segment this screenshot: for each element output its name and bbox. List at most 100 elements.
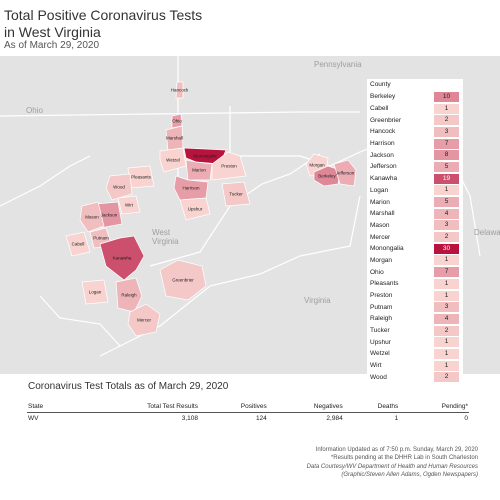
legend-county-value: 1	[434, 348, 459, 359]
legend-county-value: 4	[434, 208, 459, 219]
county-wood[interactable]	[105, 173, 133, 201]
cell-pending: 0	[464, 415, 468, 422]
legend-row[interactable]: Greenbrier 2	[367, 114, 463, 126]
label-west: West	[152, 228, 171, 237]
legend-county-value: 1	[434, 185, 459, 196]
footer-notes: Information Updated as of 7:50 p.m. Sund…	[307, 446, 478, 479]
legend-row[interactable]: Tucker 2	[367, 325, 463, 337]
county-logan[interactable]	[81, 279, 109, 305]
county-berkeley[interactable]	[313, 165, 341, 187]
legend-row[interactable]: Marion 5	[367, 196, 463, 208]
county-hancock[interactable]	[175, 81, 184, 99]
legend-county-name: Putnam	[370, 303, 393, 311]
legend-row[interactable]: Hancock 3	[367, 126, 463, 138]
county-legend: County Berkeley 10 Cabell 1 Greenbrier 2 Hanco…	[367, 79, 463, 384]
legend-county-value: 1	[434, 103, 459, 114]
header-positives: Positives	[198, 401, 268, 413]
county-label: Jefferson	[336, 171, 355, 176]
county-label: Putnam	[93, 236, 109, 241]
legend-county-value: 4	[434, 313, 459, 324]
legend-county-name: Tucker	[370, 327, 390, 335]
label-pennsylvania: Pennsylvania	[314, 60, 362, 69]
legend-row[interactable]: Putnam 3	[367, 301, 463, 313]
totals-header-row: State Total Test Results Positives Negat…	[27, 401, 469, 413]
legend-county-name: Jefferson	[370, 163, 397, 171]
county-label: Wirt	[125, 203, 134, 208]
legend-row[interactable]: Kanawha 19	[367, 173, 463, 185]
county-label: Jackson	[101, 213, 118, 218]
legend-row[interactable]: Harrison 7	[367, 138, 463, 150]
totals-title: Coronavirus Test Totals as of March 29, …	[28, 381, 229, 392]
legend-header: County	[370, 81, 391, 88]
legend-county-value: 8	[434, 150, 459, 161]
county-label: Marion	[192, 168, 206, 173]
legend-county-name: Raleigh	[370, 315, 393, 323]
legend-row[interactable]: Preston 1	[367, 290, 463, 302]
county-wetzel[interactable]	[159, 147, 187, 173]
county-cabell[interactable]	[65, 231, 91, 257]
table-row: WV 3,108 124 2,984 1 0	[27, 413, 469, 425]
map-svg: Hancock Ohio Marshall Wetzel Monongalia Mario…	[0, 56, 481, 357]
legend-row[interactable]: Upshur 1	[367, 336, 463, 348]
legend-row[interactable]: Wood 2	[367, 372, 463, 384]
legend-county-name: Kanawha	[370, 175, 398, 183]
cell-total-tests: 3,108	[181, 415, 198, 422]
county-mercer[interactable]	[127, 303, 161, 337]
county-upshur[interactable]	[179, 197, 211, 221]
legend-county-value: 7	[434, 267, 459, 278]
county-jefferson[interactable]	[333, 159, 357, 187]
county-tucker[interactable]	[221, 181, 251, 207]
legend-row[interactable]: Ohio 7	[367, 266, 463, 278]
footer-pending-note: *Results pending at the DHHR Lab in Sout…	[330, 455, 478, 462]
pa-md-border	[229, 106, 300, 157]
header-deaths: Deaths	[343, 401, 400, 413]
legend-row[interactable]: Morgan 1	[367, 255, 463, 267]
legend-county-name: Ohio	[370, 268, 384, 276]
legend-row[interactable]: Mason 3	[367, 220, 463, 232]
legend-row[interactable]: Monongalia 30	[367, 243, 463, 255]
county-label: Harrison	[182, 186, 200, 191]
county-label: Wetzel	[166, 158, 180, 163]
header-pending: Pending*	[399, 401, 469, 413]
header-negatives: Negatives	[267, 401, 344, 413]
legend-row[interactable]: Berkeley 10	[367, 91, 463, 103]
legend-row[interactable]: Pleasants 1	[367, 278, 463, 290]
county-label: Mercer	[137, 318, 152, 323]
legend-row[interactable]: Marshall 4	[367, 208, 463, 220]
legend-row[interactable]: Wirt 1	[367, 360, 463, 372]
legend-row[interactable]: Raleigh 4	[367, 313, 463, 325]
legend-county-name: Preston	[370, 292, 393, 300]
legend-county-name: Marion	[370, 198, 390, 206]
legend-row[interactable]: Jefferson 5	[367, 161, 463, 173]
county-monongalia[interactable]	[183, 147, 227, 165]
county-greenbrier[interactable]	[159, 259, 207, 301]
totals-table: State Total Test Results Positives Negat…	[27, 401, 469, 424]
legend-row[interactable]: Wetzel 1	[367, 348, 463, 360]
legend-row[interactable]: Cabell 1	[367, 103, 463, 115]
legend-county-name: Cabell	[370, 105, 389, 113]
county-kanawha[interactable]	[99, 235, 145, 281]
legend-county-value: 1	[434, 360, 459, 371]
legend-county-name: Pleasants	[370, 280, 399, 288]
county-wirt[interactable]	[117, 195, 141, 215]
footer-updated: Information Updated as of 7:50 p.m. Sund…	[315, 447, 478, 453]
county-label: Logan	[89, 290, 102, 295]
legend-county-name: Logan	[370, 186, 389, 194]
counties	[65, 81, 357, 337]
county-mason[interactable]	[79, 201, 105, 233]
county-label: Marshall	[166, 136, 183, 141]
legend-county-name: Wirt	[370, 362, 382, 370]
legend-row[interactable]: Mercer 2	[367, 231, 463, 243]
legend-county-value: 3	[434, 220, 459, 231]
county-label: Wood	[113, 185, 125, 190]
county-label: Pleasants	[131, 175, 152, 180]
legend-row[interactable]: Jackson 8	[367, 149, 463, 161]
county-marion[interactable]	[185, 159, 213, 181]
county-raleigh[interactable]	[115, 277, 143, 313]
legend-rows: Berkeley 10 Cabell 1 Greenbrier 2 Hancock 3 Harr…	[367, 91, 463, 383]
legend-county-value: 1	[434, 290, 459, 301]
legend-row[interactable]: Logan 1	[367, 185, 463, 197]
county-preston[interactable]	[211, 151, 247, 181]
legend-county-name: Mason	[370, 221, 390, 229]
county-label: Cabell	[72, 242, 85, 247]
